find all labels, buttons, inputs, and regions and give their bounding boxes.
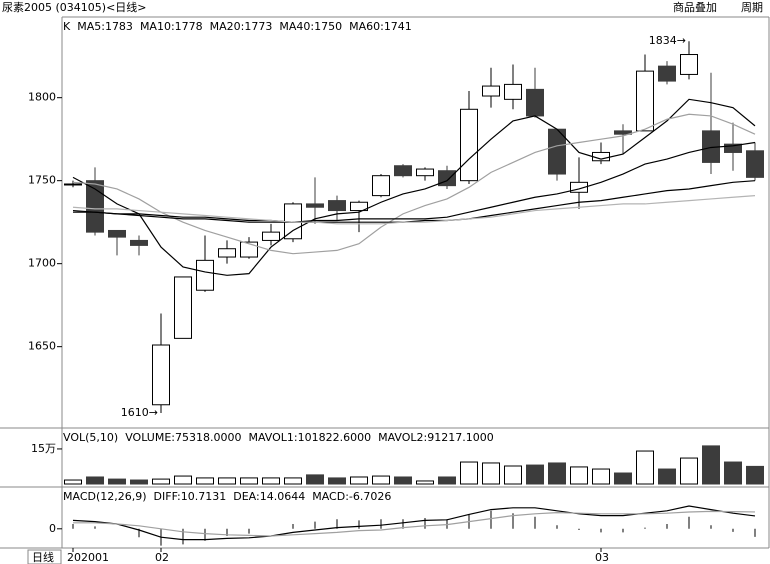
legend-entry: MA40:1750 bbox=[279, 20, 342, 33]
volume-bar bbox=[592, 468, 610, 485]
period-tab[interactable] bbox=[27, 549, 62, 564]
ma-line bbox=[73, 141, 756, 223]
legend-entry: MACD:-6.7026 bbox=[312, 490, 391, 503]
period-tab-label[interactable]: 日线 bbox=[32, 550, 54, 564]
ma-line bbox=[72, 98, 756, 276]
y-tick-label: 1750 bbox=[28, 174, 56, 187]
candle-body bbox=[746, 150, 764, 178]
candle-body bbox=[240, 241, 258, 258]
candle-body bbox=[306, 203, 324, 208]
candle-body bbox=[526, 88, 544, 117]
volume-bar bbox=[130, 479, 148, 485]
candle-body bbox=[196, 259, 214, 291]
candle-body bbox=[174, 276, 192, 339]
candle-body bbox=[636, 70, 654, 132]
legend-entry: MACD(12,26,9) bbox=[63, 490, 147, 503]
legend-entry: MA60:1741 bbox=[349, 20, 412, 33]
volume-bar bbox=[152, 478, 170, 485]
y-tick-label: 1650 bbox=[28, 340, 56, 353]
legend-entry: DEA:14.0644 bbox=[233, 490, 305, 503]
volume-bar bbox=[724, 461, 742, 485]
x-tick-label: 202001 bbox=[67, 551, 109, 564]
legend-entry: K bbox=[63, 20, 71, 33]
candle-body bbox=[372, 175, 390, 197]
volume-bar bbox=[702, 445, 720, 485]
candle-body bbox=[570, 181, 588, 193]
candle-body bbox=[680, 54, 698, 75]
volume-bar bbox=[570, 466, 588, 485]
ma-line bbox=[72, 180, 756, 223]
legend-entry: MAVOL1:101822.6000 bbox=[248, 431, 371, 444]
y-tick-label: 0 bbox=[49, 522, 56, 535]
candle-body bbox=[394, 165, 412, 177]
legend-entry: MA5:1783 bbox=[77, 20, 133, 33]
candle-body bbox=[152, 344, 170, 406]
volume-bar bbox=[504, 465, 522, 485]
legend-entry: VOL(5,10) bbox=[63, 431, 118, 444]
ma-line bbox=[72, 113, 756, 255]
volume-bar bbox=[416, 480, 434, 485]
volume-bar bbox=[636, 450, 654, 485]
volume-bar bbox=[482, 462, 500, 485]
volume-bar bbox=[526, 464, 544, 485]
legend-entry: MA20:1773 bbox=[210, 20, 273, 33]
candle-body bbox=[86, 180, 104, 233]
volume-bar bbox=[394, 476, 412, 485]
legend-entry: VOLUME:75318.0000 bbox=[125, 431, 241, 444]
candle-body bbox=[724, 143, 742, 153]
window-title: 尿素2005 (034105)<日线> bbox=[2, 0, 147, 14]
volume-bar bbox=[548, 462, 566, 485]
volume-bar bbox=[658, 468, 676, 485]
volume-bar bbox=[284, 477, 302, 485]
period-button[interactable]: 周期 bbox=[741, 1, 763, 14]
macd-line bbox=[73, 510, 756, 537]
overlay-button[interactable]: 商品叠加 bbox=[673, 0, 717, 14]
candle-body bbox=[350, 201, 368, 212]
candle-body bbox=[460, 108, 478, 182]
volume-bar bbox=[350, 476, 368, 485]
volume-bar bbox=[372, 475, 390, 485]
volume-bar bbox=[240, 477, 258, 485]
candle-body bbox=[328, 200, 346, 212]
volume-bar bbox=[262, 477, 280, 485]
legend-entry: MAVOL2:91217.1000 bbox=[378, 431, 494, 444]
y-tick-label: 1800 bbox=[28, 91, 56, 104]
ma-line bbox=[72, 195, 756, 225]
volume-bar bbox=[614, 472, 632, 485]
candle-body bbox=[130, 239, 148, 246]
volume-bar bbox=[328, 477, 346, 485]
volume-bar bbox=[108, 478, 126, 485]
candle-body bbox=[614, 130, 632, 135]
y-tick-label: 15万 bbox=[31, 442, 56, 455]
volume-bar bbox=[174, 475, 192, 485]
volume-bar bbox=[460, 461, 478, 485]
candle-body bbox=[262, 231, 280, 241]
candle-body bbox=[108, 229, 126, 238]
volume-bar bbox=[86, 476, 104, 485]
candle-body bbox=[218, 248, 236, 258]
candle-body bbox=[658, 65, 676, 82]
x-tick-label: 03 bbox=[595, 551, 609, 564]
volume-bar bbox=[438, 476, 456, 485]
volume-bar bbox=[218, 477, 236, 485]
volume-bar bbox=[196, 477, 214, 485]
legend-entry: DIFF:10.7131 bbox=[154, 490, 227, 503]
extreme-label: 1610→ bbox=[121, 406, 158, 419]
candle-body bbox=[416, 168, 434, 177]
volume-bar bbox=[680, 457, 698, 485]
candle-body bbox=[64, 183, 82, 186]
volume-bar bbox=[64, 479, 82, 485]
candle-body bbox=[504, 83, 522, 100]
y-tick-label: 1700 bbox=[28, 257, 56, 270]
volume-bar bbox=[746, 465, 764, 485]
candle-body bbox=[482, 85, 500, 97]
legend-entry: MA10:1778 bbox=[140, 20, 203, 33]
volume-bar bbox=[306, 474, 324, 485]
x-tick-label: 02 bbox=[155, 551, 169, 564]
extreme-label: 1834→ bbox=[649, 34, 686, 47]
